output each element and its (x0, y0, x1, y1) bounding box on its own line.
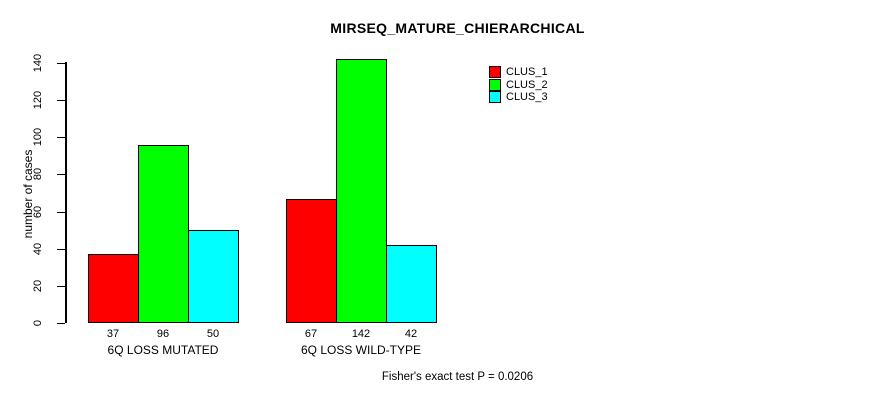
y-tick (57, 100, 65, 102)
bar-value-label: 96 (156, 328, 170, 340)
y-tick (57, 174, 65, 176)
y-tick-label: 0 (32, 319, 44, 327)
y-tick-label: 100 (32, 128, 44, 147)
chart-title: MIRSEQ_MATURE_CHIERARCHICAL (330, 20, 585, 36)
y-tick (57, 211, 65, 213)
bar-value-label: 50 (206, 328, 220, 340)
bar-value-label: 142 (351, 328, 371, 340)
caption-fishers-test: Fisher's exact test P = 0.0206 (381, 371, 534, 383)
legend-swatch-clus_2 (489, 78, 501, 91)
y-tick (57, 63, 65, 64)
y-axis-line (65, 62, 67, 323)
y-tick (57, 285, 65, 287)
y-tick-label: 40 (32, 242, 44, 255)
legend-label-clus_1: CLUS_1 (506, 66, 548, 78)
y-tick (57, 248, 65, 250)
bar-value-label: 42 (404, 328, 418, 340)
y-tick (57, 323, 65, 324)
bar-clus_1 (286, 198, 337, 323)
bar-clus_3 (188, 230, 239, 323)
y-tick-label: 80 (32, 168, 44, 181)
legend-swatch-clus_3 (489, 91, 501, 103)
y-tick (57, 137, 65, 139)
y-tick-label: 120 (32, 90, 44, 110)
legend-swatch-clus_1 (489, 66, 501, 78)
category-label: 6Q LOSS MUTATED (107, 343, 219, 357)
bar-value-label: 67 (304, 328, 318, 340)
y-tick-label: 140 (32, 53, 44, 73)
legend-label-clus_3: CLUS_3 (506, 91, 548, 103)
bar-clus_3 (386, 245, 437, 323)
legend-label-clus_2: CLUS_2 (506, 78, 548, 91)
bar-clus_2 (138, 144, 189, 323)
y-tick-label: 60 (32, 205, 44, 218)
y-tick-label: 20 (32, 279, 44, 292)
bar-clus_1 (88, 254, 139, 323)
bar-value-label: 37 (106, 328, 120, 340)
bar-clus_2 (336, 59, 387, 323)
category-label: 6Q LOSS WILD-TYPE (300, 343, 422, 357)
